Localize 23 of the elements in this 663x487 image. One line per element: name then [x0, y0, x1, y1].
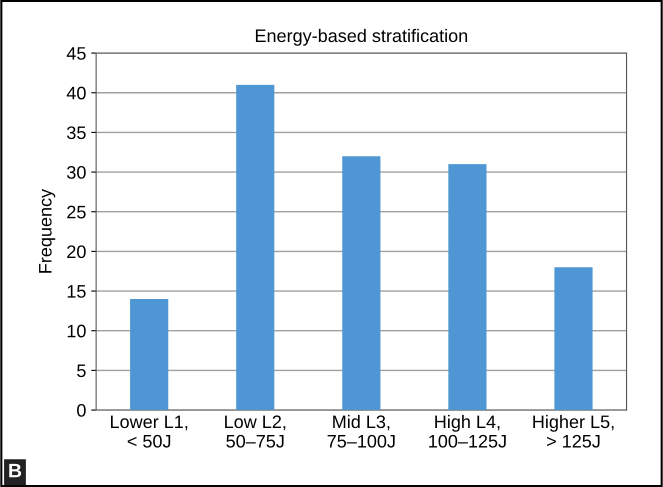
x-tick-label: Mid L3, 75–100J — [328, 414, 395, 448]
bar — [342, 156, 380, 410]
text: B — [9, 464, 22, 478]
y-tick-label: 45 — [66, 47, 86, 60]
y-tick-label: 15 — [68, 285, 86, 298]
x-tick-label: Higher L5, > 125J — [533, 414, 614, 448]
y-tick-label: 25 — [67, 206, 86, 218]
bar — [554, 267, 593, 410]
y-tick-label: 0 — [77, 404, 86, 417]
bar — [130, 298, 168, 410]
x-tick-label: High L4, 100–125J — [429, 414, 506, 448]
chart-title: Energy-based stratification — [256, 28, 468, 46]
bar — [448, 164, 487, 410]
y-tick-label: 10 — [68, 324, 86, 338]
y-tick-label: 5 — [77, 364, 86, 378]
y-tick-label: 35 — [67, 126, 86, 140]
y-tick-label: 40 — [66, 86, 86, 100]
y-tick-label: 30 — [67, 166, 86, 179]
y-tick-label: 20 — [67, 245, 86, 258]
bar — [236, 84, 274, 410]
x-tick-label: Low L2, 50–75J — [225, 415, 286, 448]
x-tick-label: Lower L1, < 50J — [111, 416, 188, 448]
y-axis-title: Frequency — [39, 188, 56, 273]
